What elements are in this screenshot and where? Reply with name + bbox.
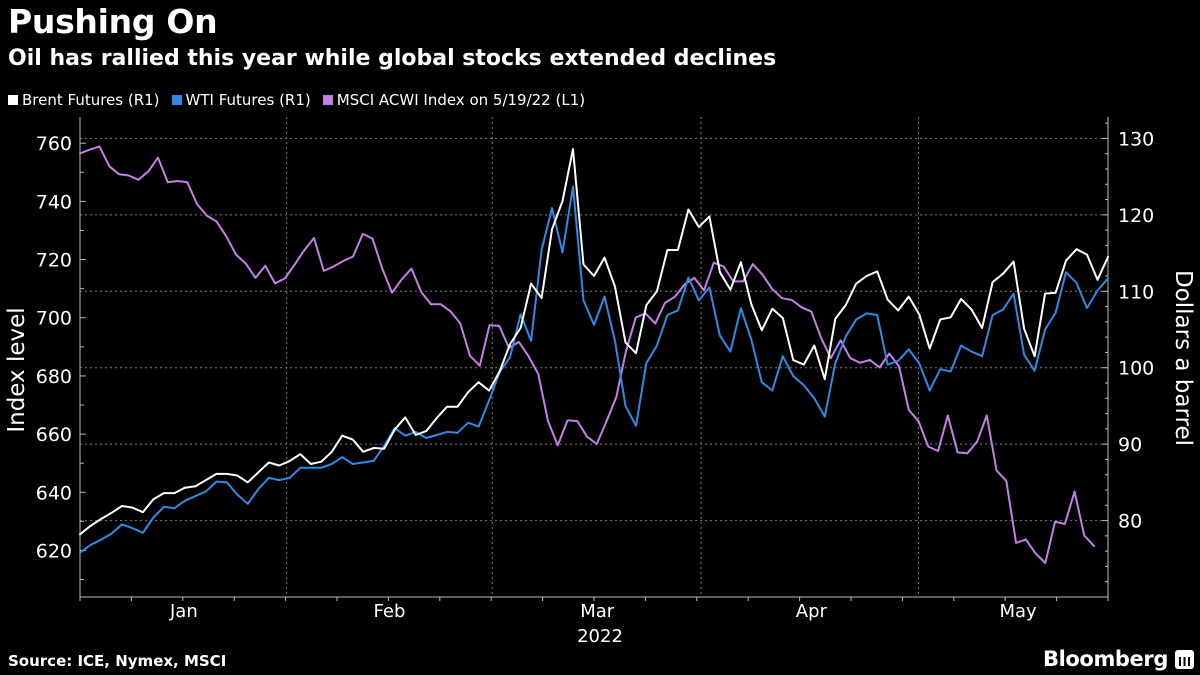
bloomberg-logo: Bloomberg	[1042, 647, 1168, 671]
legend: Brent Futures (R1) WTI Futures (R1) MSCI…	[8, 91, 585, 109]
chart-title: Pushing On	[8, 2, 218, 41]
legend-label-wti: WTI Futures (R1)	[185, 91, 311, 109]
y-right-tick-label: 100	[1118, 358, 1154, 380]
y-left-tick-label: 740	[36, 191, 72, 213]
series-lines	[79, 145, 1109, 564]
legend-swatch-msci	[322, 95, 333, 105]
source-note: Source: ICE, Nymex, MSCI	[8, 652, 227, 670]
legend-swatch-wti	[171, 95, 182, 105]
x-axis-year-label: 2022	[577, 626, 623, 647]
x-tick-label-may: May	[999, 601, 1037, 622]
gridlines	[80, 117, 1108, 597]
y-left-tick-label: 680	[36, 366, 72, 388]
x-tick-label-mar: Mar	[580, 601, 615, 622]
bloomberg-chart-icon	[1175, 650, 1194, 669]
y-left-axis-title: Index level	[4, 307, 30, 432]
legend-swatch-brent	[8, 95, 18, 105]
y-right-tick-label: 130	[1118, 128, 1154, 150]
tick-labels: 620 640 660 680 700 720 740 760 80 90 100 110 120 130…	[36, 128, 1155, 622]
y-left-tick-label: 720	[36, 250, 72, 272]
y-right-tick-label: 90	[1118, 434, 1142, 456]
y-right-tick-label: 80	[1118, 511, 1142, 533]
msci-acwi-line	[79, 145, 1096, 564]
y-right-tick-label: 110	[1118, 281, 1154, 303]
y-right-axis-title: Dollars a barrel	[1170, 270, 1196, 446]
legend-label-brent: Brent Futures (R1)	[22, 91, 160, 109]
chart-subtitle: Oil has rallied this year while global s…	[8, 46, 777, 71]
y-left-tick-label: 620	[36, 540, 72, 562]
y-left-tick-label: 640	[36, 482, 72, 504]
legend-item-brent: Brent Futures (R1)	[8, 91, 160, 109]
wti-futures-line	[79, 185, 1109, 554]
x-tick-label-apr: Apr	[796, 601, 828, 622]
legend-item-wti: WTI Futures (R1)	[171, 91, 311, 109]
x-tick-label-jan: Jan	[169, 601, 198, 622]
y-left-tick-label: 660	[36, 424, 72, 446]
legend-item-msci: MSCI ACWI Index on 5/19/22 (L1)	[322, 91, 586, 109]
legend-label-msci: MSCI ACWI Index on 5/19/22 (L1)	[336, 91, 586, 109]
y-left-tick-label: 700	[36, 308, 72, 330]
brent-futures-line	[79, 148, 1109, 536]
axes	[79, 117, 1109, 601]
y-right-tick-label: 120	[1118, 205, 1154, 227]
y-left-tick-label: 760	[36, 133, 72, 155]
x-tick-label-feb: Feb	[374, 601, 406, 622]
